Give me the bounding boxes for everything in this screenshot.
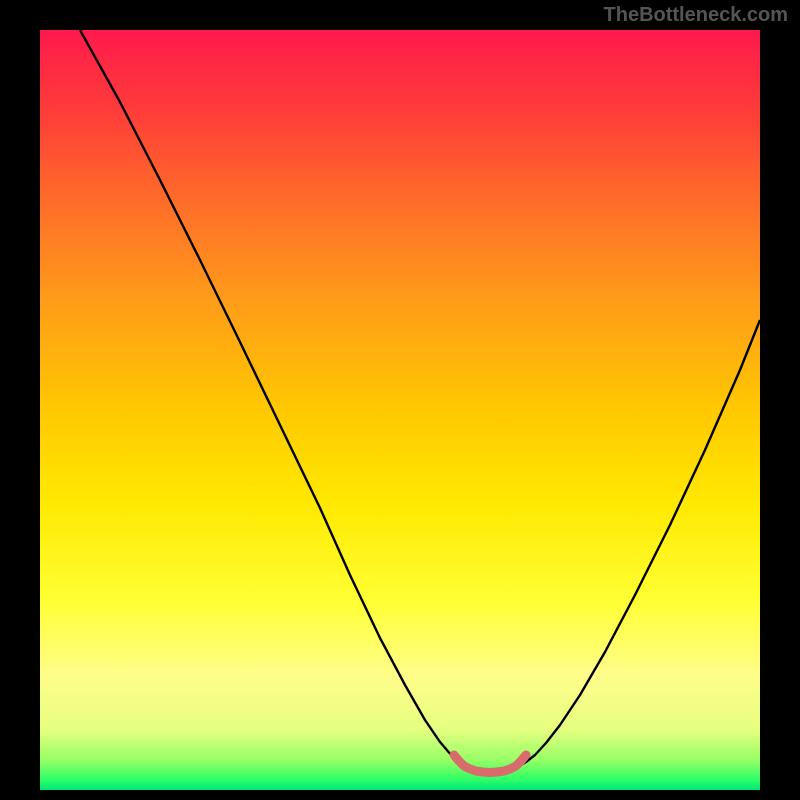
frame-border-bottom <box>0 790 800 800</box>
bottleneck-highlight <box>454 755 526 773</box>
frame-border-left <box>0 0 40 800</box>
plot-area <box>40 30 760 790</box>
watermark-text: TheBottleneck.com <box>604 4 788 27</box>
frame-border-right <box>760 0 800 800</box>
chart-container: TheBottleneck.com <box>0 0 800 800</box>
curve-layer <box>40 30 760 790</box>
bottleneck-curve <box>80 30 760 773</box>
